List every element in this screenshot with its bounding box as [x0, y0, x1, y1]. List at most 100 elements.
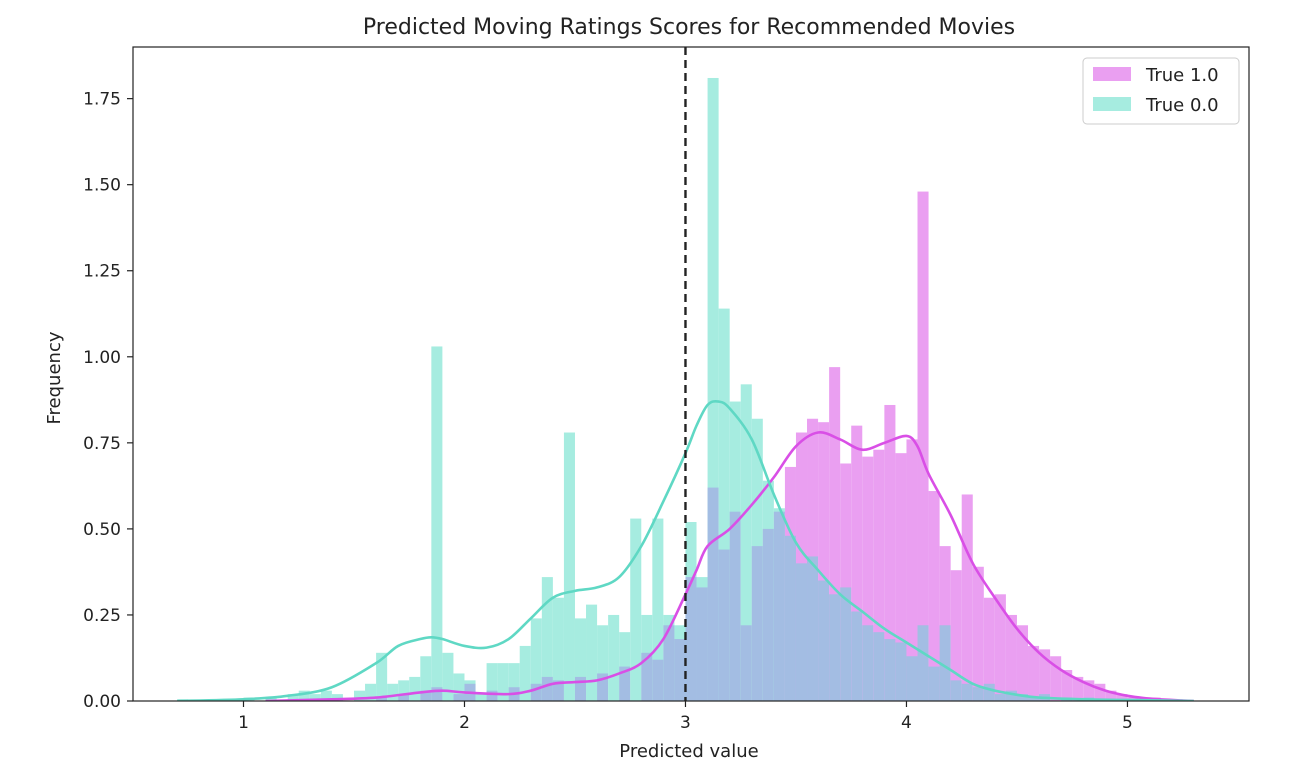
bar-true-0 — [331, 694, 343, 701]
kde-curve-true-0 — [177, 399, 1194, 701]
bar-true-1 — [818, 422, 830, 701]
bar-true-1 — [906, 439, 918, 701]
bar-overlap — [707, 487, 719, 701]
bar-true-1 — [840, 463, 852, 701]
bar-true-0 — [387, 683, 399, 701]
bar-overlap — [795, 563, 808, 701]
bar-overlap — [751, 546, 763, 701]
bar-true-0 — [442, 652, 454, 701]
bar-overlap — [762, 528, 774, 701]
bar-true-1 — [1083, 680, 1095, 701]
bar-overlap — [983, 683, 995, 701]
bar-true-0 — [265, 697, 277, 701]
x-axis-label: Predicted value — [619, 741, 758, 762]
bar-overlap — [663, 625, 675, 701]
x-tick-label: 2 — [459, 713, 470, 733]
bar-overlap — [718, 549, 730, 701]
bar-true-0 — [453, 673, 465, 701]
bar-true-1 — [829, 367, 841, 701]
bar-true-0 — [552, 597, 564, 701]
bar-true-0 — [563, 432, 575, 701]
bar-overlap — [652, 659, 664, 701]
bar-overlap — [906, 656, 918, 701]
bar-true-0 — [530, 618, 542, 701]
y-tick-label: 0.00 — [83, 692, 121, 712]
bar-true-1 — [1061, 670, 1073, 701]
bar-overlap — [851, 611, 863, 701]
bar-true-1 — [928, 491, 940, 701]
bar-true-1 — [983, 597, 995, 701]
bar-overlap — [873, 632, 885, 701]
bar-true-1 — [1105, 690, 1117, 701]
x-tick-label: 1 — [238, 713, 249, 733]
bar-true-1 — [939, 546, 951, 701]
bar-overlap — [420, 690, 432, 701]
bar-true-0 — [409, 676, 421, 701]
bar-overlap — [530, 683, 542, 701]
y-tick-label: 0.50 — [83, 520, 121, 540]
bar-overlap — [939, 625, 951, 701]
y-tick-label: 1.00 — [83, 348, 121, 368]
bar-overlap — [486, 690, 498, 701]
bar-true-0 — [353, 690, 366, 701]
histogram-bars — [177, 77, 1183, 701]
bar-overlap — [840, 587, 852, 701]
bar-true-1 — [1094, 683, 1106, 701]
bar-true-0 — [630, 518, 642, 701]
bar-true-1 — [1072, 676, 1084, 701]
bar-true-1 — [950, 570, 962, 701]
bar-true-0 — [652, 518, 664, 701]
y-tick-label: 0.75 — [83, 434, 121, 454]
kde-curve-true-1 — [265, 431, 1194, 701]
bar-overlap — [972, 687, 984, 701]
bar-overlap — [818, 580, 830, 701]
bar-true-1 — [994, 594, 1006, 701]
bar-overlap — [1028, 697, 1040, 701]
bar-overlap — [884, 639, 896, 701]
bar-true-1 — [862, 456, 874, 701]
bar-true-0 — [597, 625, 609, 701]
bar-overlap — [541, 676, 553, 701]
bar-overlap — [950, 680, 962, 701]
bar-overlap — [917, 625, 929, 701]
bar-true-0 — [398, 680, 410, 701]
plot-frame — [132, 46, 1250, 702]
bar-true-1 — [917, 191, 929, 701]
bar-overlap — [961, 683, 973, 701]
bar-overlap — [641, 652, 653, 701]
legend-swatch-true-1 — [1093, 67, 1131, 81]
bar-overlap — [431, 687, 443, 701]
bar-true-0 — [420, 656, 432, 701]
bar-true-1 — [1050, 656, 1062, 701]
bar-overlap — [829, 594, 841, 701]
bar-true-1 — [1039, 649, 1051, 701]
bar-overlap — [740, 625, 752, 701]
bar-overlap — [773, 511, 785, 701]
bar-overlap — [685, 577, 697, 701]
x-tick-label: 3 — [680, 713, 691, 733]
bar-overlap — [674, 639, 686, 701]
bar-true-0 — [586, 604, 598, 701]
bar-true-0 — [707, 77, 719, 701]
bar-true-0 — [718, 308, 730, 701]
bar-overlap — [1005, 690, 1017, 701]
bar-true-1 — [851, 425, 863, 701]
bar-true-0 — [508, 663, 520, 701]
y-axis: 0.00 0.25 0.50 0.75 1.00 1.25 1.50 1.75 — [83, 90, 133, 712]
bar-true-1 — [895, 453, 907, 701]
bar-true-1 — [1028, 645, 1040, 701]
y-axis-label: Frequency — [44, 331, 65, 424]
bar-true-1 — [1116, 694, 1128, 701]
bar-true-0 — [475, 694, 487, 701]
bar-overlap — [994, 694, 1006, 701]
bar-true-0 — [519, 645, 531, 701]
bar-true-0 — [376, 652, 388, 701]
bar-overlap — [807, 556, 819, 701]
x-tick-label: 5 — [1122, 713, 1133, 733]
bar-true-0 — [608, 614, 620, 701]
bar-overlap — [398, 694, 410, 701]
bar-true-0 — [541, 577, 553, 701]
legend-swatch-true-0 — [1093, 97, 1131, 111]
bar-overlap — [574, 676, 587, 701]
bar-overlap — [895, 642, 907, 701]
